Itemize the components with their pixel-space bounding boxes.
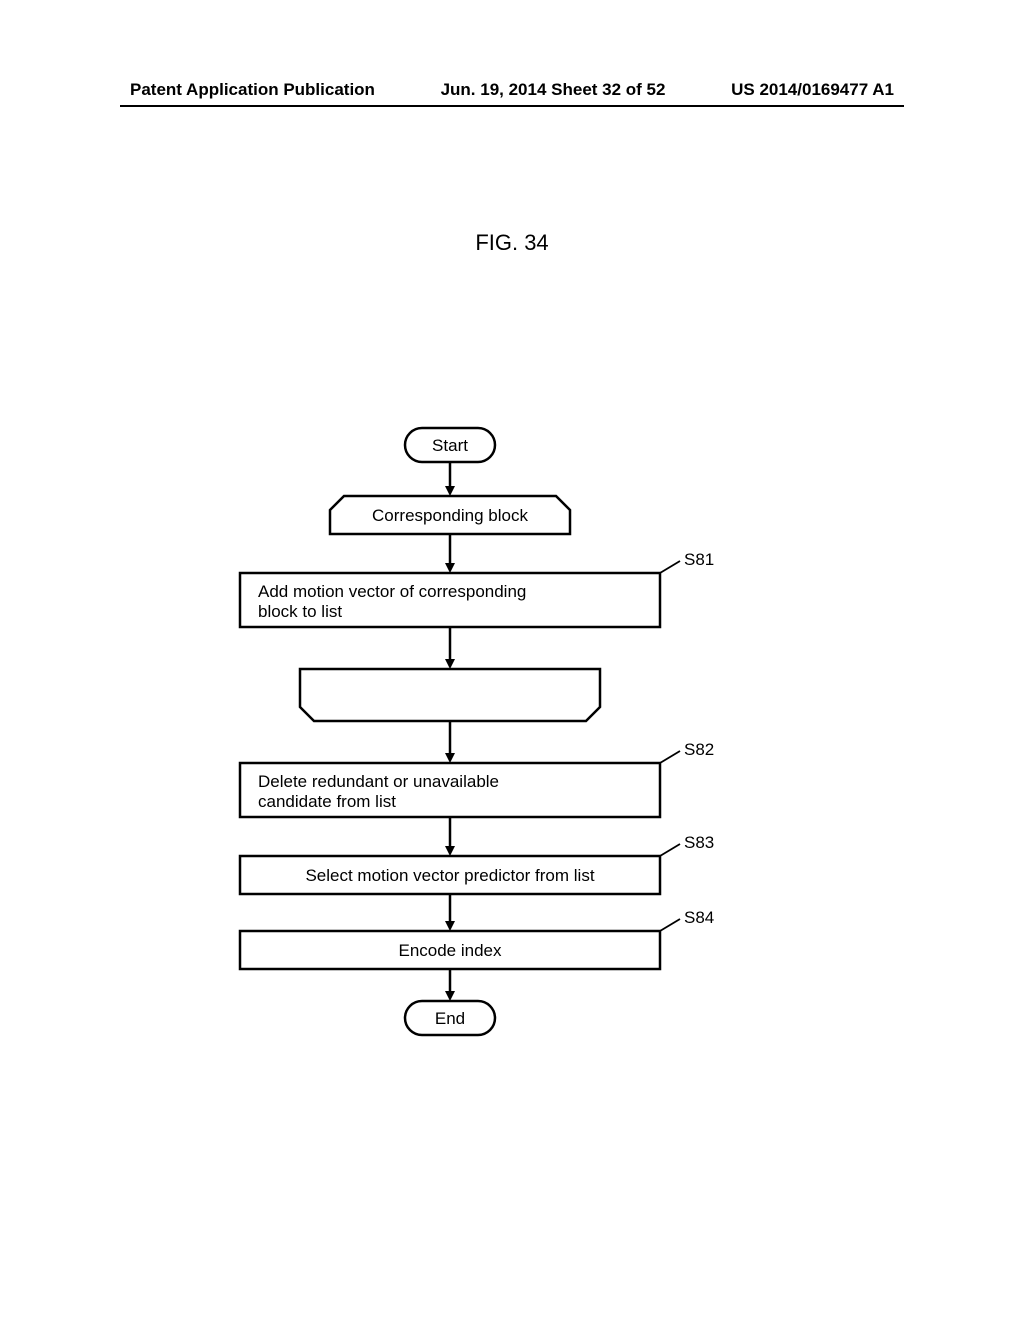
header-rule xyxy=(120,105,904,107)
flow-node-label: Encode index xyxy=(398,941,502,960)
figure-title: FIG. 34 xyxy=(0,230,1024,256)
flow-node-label: candidate from list xyxy=(258,792,396,811)
header-center: Jun. 19, 2014 Sheet 32 of 52 xyxy=(441,80,666,100)
flow-node-label: Select motion vector predictor from list xyxy=(305,866,594,885)
flow-node-label: End xyxy=(435,1009,465,1028)
page-header: Patent Application Publication Jun. 19, … xyxy=(0,80,1024,100)
header-left: Patent Application Publication xyxy=(130,80,375,100)
step-label: S83 xyxy=(684,833,714,852)
step-label: S82 xyxy=(684,740,714,759)
step-label: S81 xyxy=(684,550,714,569)
flow-node-label: block to list xyxy=(258,602,342,621)
flowchart-svg: Start Corresponding block Add motion vecto… xyxy=(0,420,1024,1120)
flow-node-label: Corresponding block xyxy=(372,506,528,525)
flow-node-label: Start xyxy=(432,436,468,455)
step-label: S84 xyxy=(684,908,714,927)
flow-node-label: Delete redundant or unavailable xyxy=(258,772,499,791)
header-right: US 2014/0169477 A1 xyxy=(731,80,894,100)
flow-node-label: Add motion vector of corresponding xyxy=(258,582,526,601)
flow-node-loop2 xyxy=(300,669,600,721)
